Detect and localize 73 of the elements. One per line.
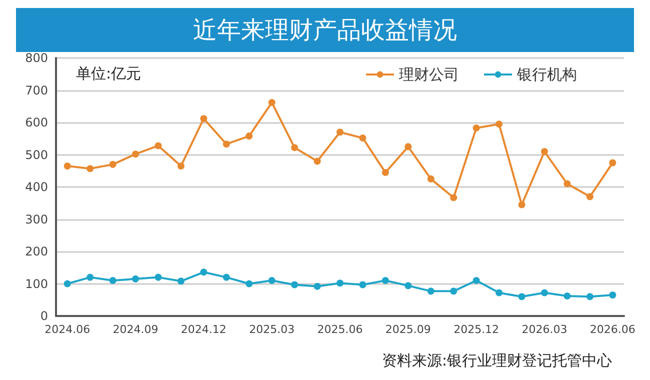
point xyxy=(336,280,344,287)
point xyxy=(177,162,184,170)
point xyxy=(472,124,480,132)
y-tick-label: 800 xyxy=(25,51,48,65)
legend-label: 银行机构 xyxy=(516,66,577,84)
point xyxy=(540,148,548,156)
point xyxy=(109,160,116,168)
y-tick-label: 600 xyxy=(25,116,48,130)
point xyxy=(564,292,571,300)
point xyxy=(268,277,276,284)
point xyxy=(154,142,162,150)
x-tick-label: 2025.03 xyxy=(249,323,295,336)
text: 资料来源:银行业理财登记托管中心 xyxy=(382,352,612,370)
x-tick-label: 2024.12 xyxy=(180,323,226,336)
x-tick-label: 2025.09 xyxy=(385,323,431,336)
y-tick-label: 500 xyxy=(25,148,48,162)
point xyxy=(609,159,616,166)
point xyxy=(427,175,434,182)
y-tick-label: 700 xyxy=(25,83,48,98)
point xyxy=(404,282,412,290)
point xyxy=(564,180,571,188)
x-tick-label: 2026.06 xyxy=(590,323,636,336)
point xyxy=(518,293,526,300)
point xyxy=(86,274,94,281)
point xyxy=(132,275,140,282)
x-tick-label: 2026.03 xyxy=(522,323,568,336)
point xyxy=(314,282,321,290)
point xyxy=(518,201,526,208)
point xyxy=(109,277,116,284)
point xyxy=(86,165,94,172)
point xyxy=(540,289,548,296)
chart-title: 近年来理财产品收益情况 xyxy=(16,8,634,52)
point xyxy=(427,288,434,295)
point xyxy=(268,99,276,106)
point xyxy=(472,277,480,284)
point xyxy=(246,280,253,288)
y-tick-label: 0 xyxy=(40,309,48,323)
point xyxy=(496,289,503,296)
point xyxy=(64,162,71,170)
point xyxy=(154,274,162,281)
point xyxy=(359,281,366,288)
point xyxy=(222,140,230,148)
point xyxy=(404,143,412,150)
x-tick-label: 2024.09 xyxy=(112,323,158,336)
x-tick-label: 2024.06 xyxy=(44,323,90,336)
point xyxy=(222,274,230,281)
point xyxy=(132,150,140,158)
point xyxy=(586,293,594,300)
y-tick-label: 200 xyxy=(25,244,48,258)
point xyxy=(336,128,344,136)
point xyxy=(450,194,458,202)
legend-label: 理财公司 xyxy=(399,66,459,84)
point xyxy=(450,288,458,295)
y-tick-label: 300 xyxy=(25,212,48,226)
y-tick-label: 400 xyxy=(25,180,48,194)
annotation: 单位:亿元 xyxy=(76,64,142,82)
point xyxy=(291,144,298,152)
point xyxy=(586,193,594,200)
point xyxy=(246,132,253,140)
point xyxy=(314,158,321,165)
x-tick-label: 2025.12 xyxy=(454,323,500,336)
point xyxy=(382,277,389,284)
y-tick-label: 100 xyxy=(25,276,48,291)
point xyxy=(496,120,503,128)
point xyxy=(200,115,208,122)
point xyxy=(177,278,184,285)
x-tick-label: 2025.06 xyxy=(317,323,363,336)
point xyxy=(609,292,616,299)
point xyxy=(200,268,208,276)
point xyxy=(382,168,389,176)
point xyxy=(359,134,366,142)
point xyxy=(64,280,71,288)
point xyxy=(291,281,298,288)
